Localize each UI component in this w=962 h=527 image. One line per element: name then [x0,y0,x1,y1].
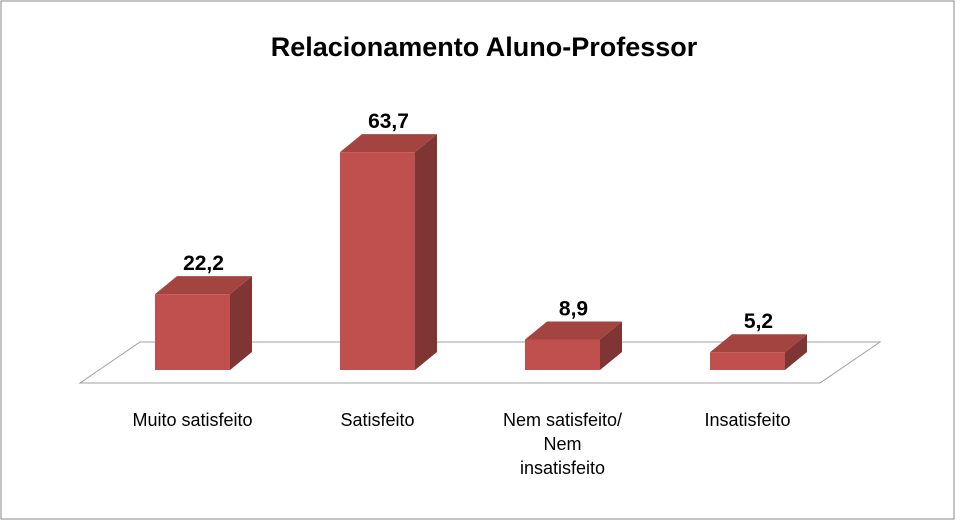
x-tick-label: Satisfeito [340,410,415,430]
chart-border [0,0,955,520]
bar-side [600,321,622,370]
x-tick-label: Insatisfeito [704,410,791,430]
value-label: 22,2 [183,252,224,275]
bar-front [155,294,230,370]
bar-side [415,134,437,370]
floor [78,341,882,384]
x-tick-label: Muito satisfeito [132,410,253,430]
value-label: 63,7 [368,110,409,133]
x-tick-label: Nem satisfeito/ Nem insatisfeito [502,410,623,478]
bar [340,134,437,370]
bar-side [785,334,807,370]
bar-front [340,152,415,370]
bar-side [230,276,252,370]
bar [710,334,807,370]
bar-top [155,276,252,295]
bar-top [340,134,437,153]
bar [155,276,252,370]
chart-title: Relacionamento Aluno-Professor [271,32,698,62]
bar-front [525,339,600,370]
bar-top [710,334,807,353]
bar-front [710,352,785,370]
bar [525,321,622,370]
value-label: 8,9 [559,298,588,321]
value-label: 5,2 [744,310,773,333]
bar-top [525,321,622,340]
